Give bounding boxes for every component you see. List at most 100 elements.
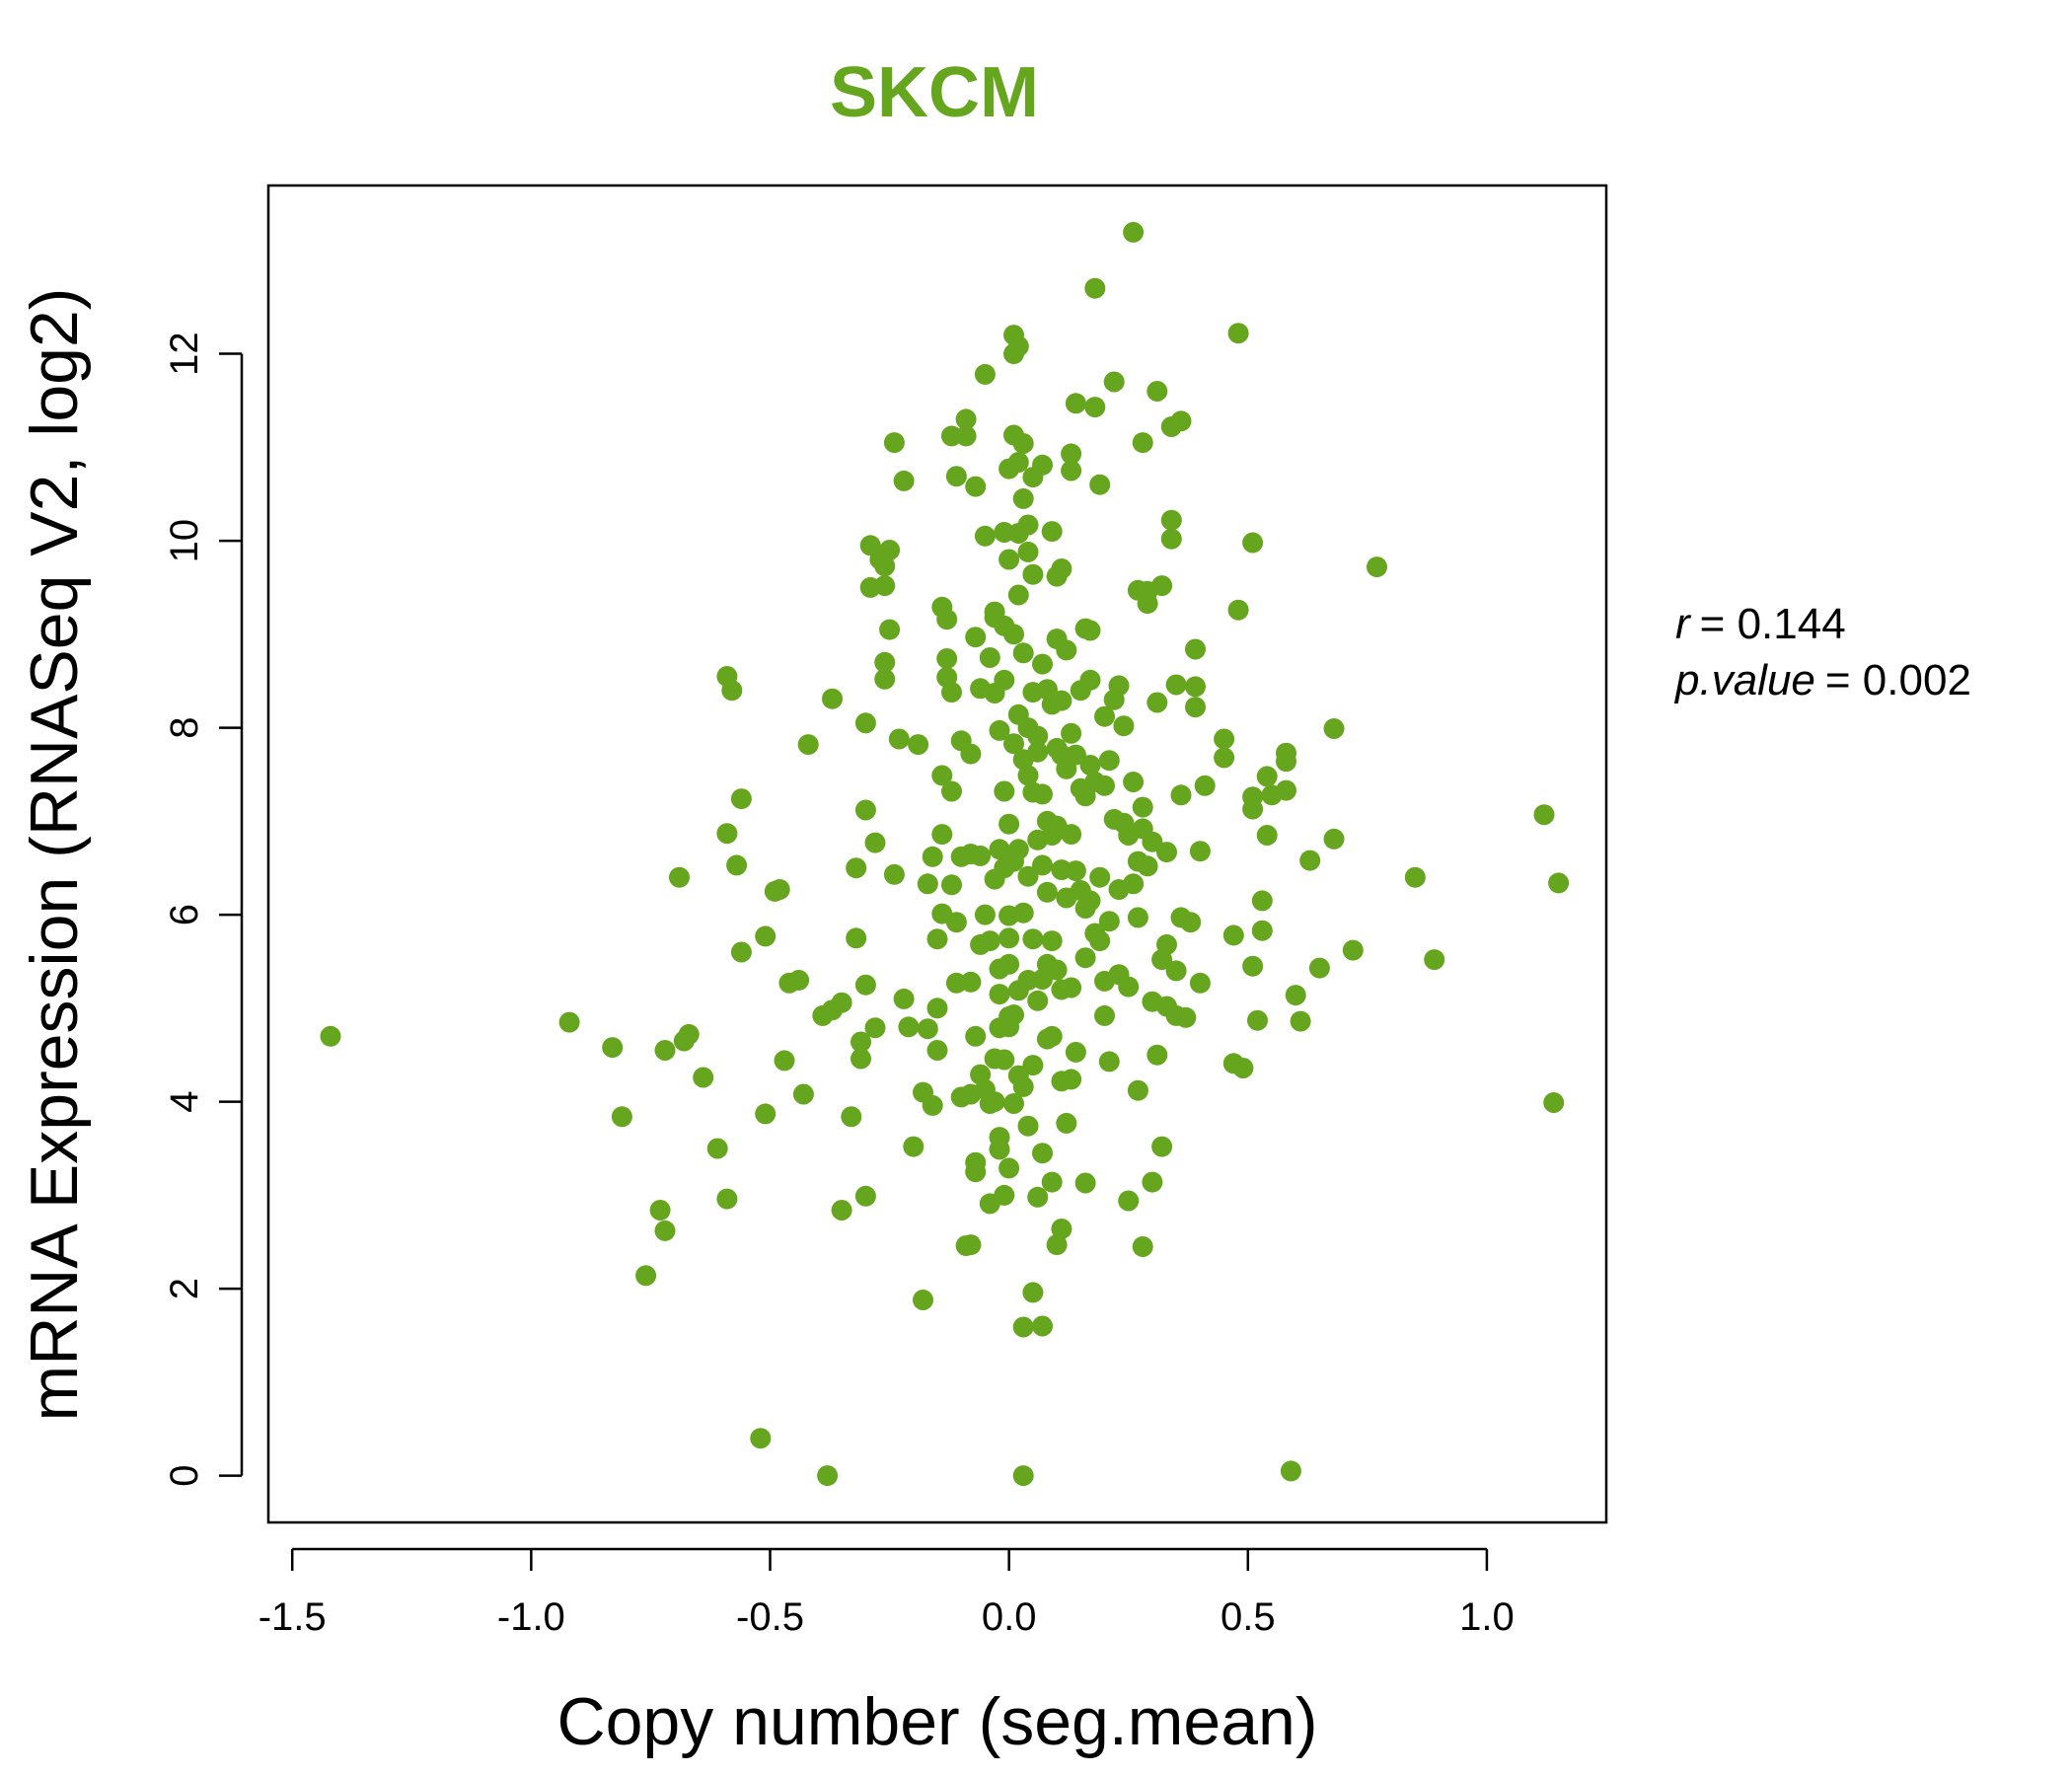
data-point (1227, 599, 1249, 621)
data-point (922, 1094, 943, 1116)
data-point (1017, 865, 1039, 887)
data-point (1074, 947, 1096, 969)
data-point (913, 1290, 933, 1310)
data-point (846, 857, 867, 879)
data-point (1156, 842, 1177, 863)
data-point (1142, 1171, 1163, 1193)
data-point (1113, 715, 1135, 737)
data-point (1156, 933, 1177, 955)
data-point (1012, 642, 1034, 664)
data-point (1214, 747, 1235, 769)
data-point (854, 799, 876, 821)
data-point (1003, 733, 1024, 755)
data-point (693, 1067, 714, 1088)
data-point (1027, 741, 1049, 763)
data-point (1032, 1143, 1053, 1164)
data-point (883, 432, 905, 454)
data-point (822, 688, 843, 709)
data-point (989, 719, 1010, 741)
data-point (1065, 393, 1086, 414)
data-point (1065, 1041, 1086, 1063)
data-point (1079, 669, 1101, 691)
data-point (989, 1139, 1010, 1160)
data-point (1151, 575, 1173, 597)
data-point (1290, 1010, 1311, 1032)
data-point (960, 1234, 982, 1256)
data-point (941, 874, 962, 896)
data-point (908, 734, 929, 756)
data-point (1308, 957, 1330, 979)
data-point (1147, 692, 1168, 713)
data-point (936, 648, 958, 669)
data-point (1061, 722, 1082, 744)
r-label: r (1675, 600, 1692, 648)
data-point (558, 1011, 580, 1033)
data-point (1017, 1115, 1039, 1137)
data-point (994, 1049, 1015, 1071)
data-point (979, 930, 1000, 952)
data-point (994, 1184, 1015, 1206)
data-point (955, 425, 977, 447)
data-point (1089, 474, 1111, 495)
data-point (1022, 563, 1044, 585)
data-point (755, 1103, 777, 1125)
data-point (1323, 828, 1345, 850)
data-point (994, 780, 1015, 802)
data-point (1123, 873, 1145, 895)
data-point (1132, 432, 1153, 454)
data-point (1276, 779, 1296, 801)
data-point (999, 549, 1020, 570)
data-point (1127, 1079, 1148, 1101)
data-point (854, 1185, 876, 1207)
data-point (864, 832, 886, 853)
data-point (1032, 854, 1053, 876)
data-point (1098, 911, 1120, 932)
data-point (1151, 1136, 1173, 1157)
data-point (1103, 371, 1125, 393)
p-stat-line: p.value = 0.002 (1673, 656, 1971, 704)
data-point (1132, 1236, 1153, 1257)
data-point (1232, 1058, 1254, 1078)
data-point (1022, 928, 1044, 950)
data-point (1165, 674, 1187, 696)
data-point (1089, 930, 1111, 952)
y-tick-label: 0 (163, 1464, 206, 1486)
data-point (874, 555, 896, 577)
data-point (989, 839, 1010, 860)
data-point (1137, 593, 1158, 615)
data-point (1084, 277, 1106, 299)
data-point (960, 971, 982, 993)
data-point (1189, 841, 1211, 862)
data-point (851, 1048, 871, 1070)
data-point (965, 1161, 987, 1183)
data-point (817, 1465, 839, 1487)
data-point (960, 743, 982, 765)
data-point (1367, 556, 1387, 578)
data-point (1276, 742, 1296, 764)
data-point (1012, 487, 1034, 509)
data-point (926, 998, 948, 1019)
data-point (864, 1017, 886, 1039)
y-tick-label: 10 (163, 519, 206, 563)
data-point (1342, 939, 1364, 961)
data-point (1027, 1186, 1049, 1208)
x-axis-label: Copy number (seg.mean) (556, 1684, 1317, 1759)
data-point (1003, 1004, 1024, 1025)
x-tick-label: -0.5 (736, 1595, 804, 1639)
data-point (730, 788, 752, 810)
data-point (1051, 690, 1073, 711)
data-point (730, 941, 752, 963)
data-point (716, 1188, 738, 1210)
data-point (721, 680, 743, 702)
data-point (879, 540, 901, 560)
data-point (1074, 1172, 1096, 1194)
data-point (999, 953, 1020, 975)
data-point (1007, 584, 1029, 606)
data-point (1165, 960, 1187, 982)
data-point (1227, 323, 1249, 344)
data-point (1046, 1234, 1068, 1256)
data-point (1051, 1219, 1073, 1239)
data-point (1127, 907, 1148, 928)
data-point (1242, 955, 1264, 977)
data-point (1175, 1006, 1197, 1028)
